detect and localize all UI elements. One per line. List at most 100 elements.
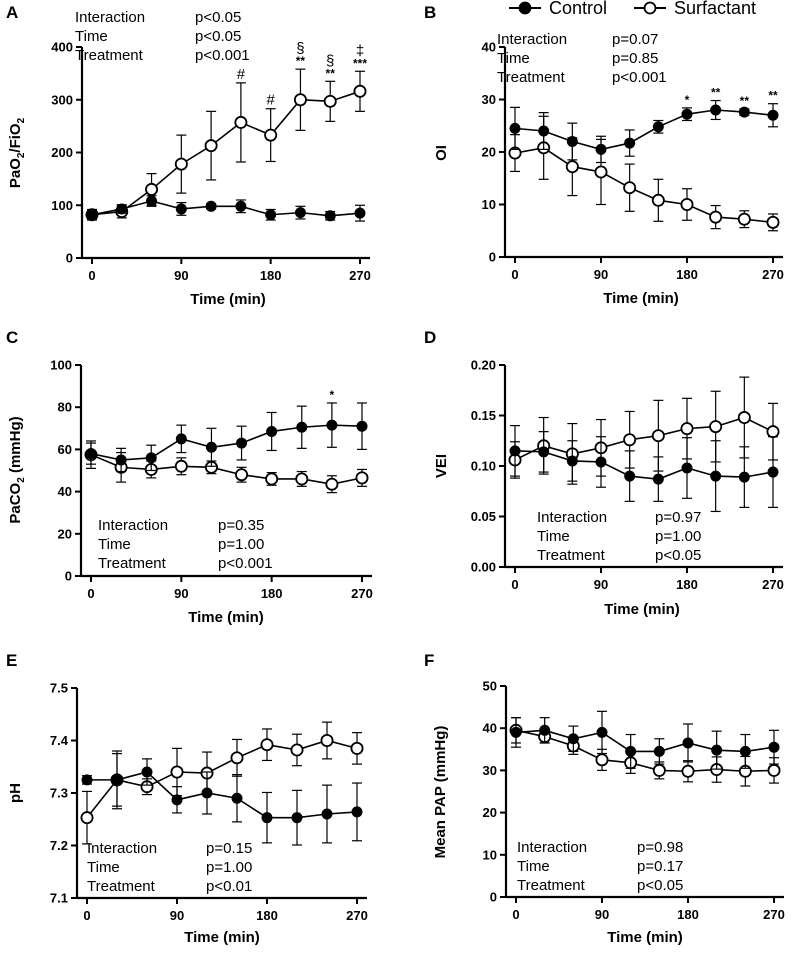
significance-mark: *** xyxy=(353,56,367,70)
data-point xyxy=(265,472,279,486)
significance-symbol: ‡ xyxy=(356,42,364,59)
x-tick-label: 90 xyxy=(594,267,608,282)
data-point xyxy=(737,212,751,226)
y-tick-label: 10 xyxy=(482,197,496,212)
data-point xyxy=(709,420,723,434)
data-point xyxy=(170,765,184,779)
y-axis-label: pH xyxy=(7,783,24,803)
series-line xyxy=(515,729,775,773)
panel-label: C xyxy=(6,328,18,347)
series-line xyxy=(90,453,363,486)
significance-symbol: § xyxy=(326,52,334,69)
data-point xyxy=(766,425,780,439)
data-point xyxy=(651,193,665,207)
stat-value: p=0.98 xyxy=(637,839,683,856)
y-axis-label: PaCO2 (mmHg) xyxy=(7,416,27,523)
x-tick-label: 0 xyxy=(511,267,518,282)
data-point xyxy=(355,471,369,485)
data-point xyxy=(321,808,333,820)
stat-label: Interaction xyxy=(497,31,567,48)
chart-panel-c: 0 20 40 60 80 100 0 90 180 270 Time (min) PaCO2 (mm… xyxy=(6,328,373,626)
stat-value: p=1.00 xyxy=(206,859,252,876)
data-point xyxy=(623,181,637,195)
stat-label: Interaction xyxy=(98,517,168,534)
stat-label: Treatment xyxy=(537,547,606,564)
data-point xyxy=(623,433,637,447)
stat-label: Time xyxy=(98,536,131,553)
x-tick-label: 180 xyxy=(676,267,698,282)
stat-value: p<0.001 xyxy=(218,555,273,572)
legend-surfactant-label: Surfactant xyxy=(674,0,756,18)
data-point xyxy=(115,454,127,466)
series-surfactant xyxy=(85,68,367,222)
data-point xyxy=(538,446,550,458)
data-point xyxy=(539,724,551,736)
data-point xyxy=(567,733,579,745)
stat-label: Time xyxy=(87,859,120,876)
stat-label: Time xyxy=(497,50,530,67)
y-tick-label: 30 xyxy=(483,763,497,778)
x-tick-label: 180 xyxy=(256,908,278,923)
data-point xyxy=(324,210,336,222)
data-point xyxy=(351,806,363,818)
data-point xyxy=(625,745,637,757)
series-control xyxy=(510,710,780,770)
data-point xyxy=(231,792,243,804)
data-point xyxy=(265,209,277,221)
series-control xyxy=(509,99,779,164)
y-tick-label: 0 xyxy=(65,569,72,584)
significance-mark: ** xyxy=(740,94,750,108)
data-point xyxy=(174,459,188,473)
data-point xyxy=(652,473,664,485)
stat-label: Interaction xyxy=(87,840,157,857)
data-point xyxy=(566,135,578,147)
y-tick-label: 100 xyxy=(50,358,72,373)
legend: Control Surfactant xyxy=(509,0,756,18)
data-point xyxy=(681,462,693,474)
x-axis-label: Time (min) xyxy=(188,609,264,626)
x-tick-label: 270 xyxy=(762,577,784,592)
panel-label: E xyxy=(6,651,17,670)
data-point xyxy=(116,203,128,215)
stat-label: Interaction xyxy=(517,839,587,856)
x-tick-label: 0 xyxy=(87,586,94,601)
data-point xyxy=(205,200,217,212)
data-point xyxy=(204,139,218,153)
series-line xyxy=(514,450,774,480)
stat-value: p=0.85 xyxy=(612,50,658,67)
x-tick-label: 0 xyxy=(511,577,518,592)
x-tick-label: 270 xyxy=(349,268,371,283)
data-point xyxy=(737,411,751,425)
data-point xyxy=(653,745,665,757)
y-tick-label: 40 xyxy=(482,40,496,55)
data-point xyxy=(681,764,695,778)
data-point xyxy=(509,445,521,457)
significance-mark: # xyxy=(266,92,275,109)
significance-mark: ** xyxy=(296,54,306,68)
data-point xyxy=(767,109,779,121)
y-tick-label: 100 xyxy=(51,198,73,213)
series-line xyxy=(86,739,358,819)
data-point xyxy=(266,425,278,437)
data-point xyxy=(594,165,608,179)
data-point xyxy=(291,812,303,824)
y-tick-label: 0.00 xyxy=(471,560,496,575)
data-point xyxy=(624,470,636,482)
data-point xyxy=(235,468,249,482)
data-point xyxy=(290,743,304,757)
x-tick-label: 270 xyxy=(346,908,368,923)
panel-label: A xyxy=(6,3,18,22)
legend-surfactant-marker xyxy=(643,1,657,15)
data-point xyxy=(565,160,579,174)
y-tick-label: 200 xyxy=(51,145,73,160)
x-axis-label: Time (min) xyxy=(607,929,683,946)
y-tick-label: 7.5 xyxy=(50,681,68,696)
data-point xyxy=(595,753,609,767)
y-tick-label: 7.3 xyxy=(50,786,68,801)
series-line xyxy=(515,729,775,753)
series-control xyxy=(86,195,366,222)
x-axis-label: Time (min) xyxy=(190,291,266,308)
x-tick-label: 180 xyxy=(260,268,282,283)
panel-label: D xyxy=(424,328,436,347)
